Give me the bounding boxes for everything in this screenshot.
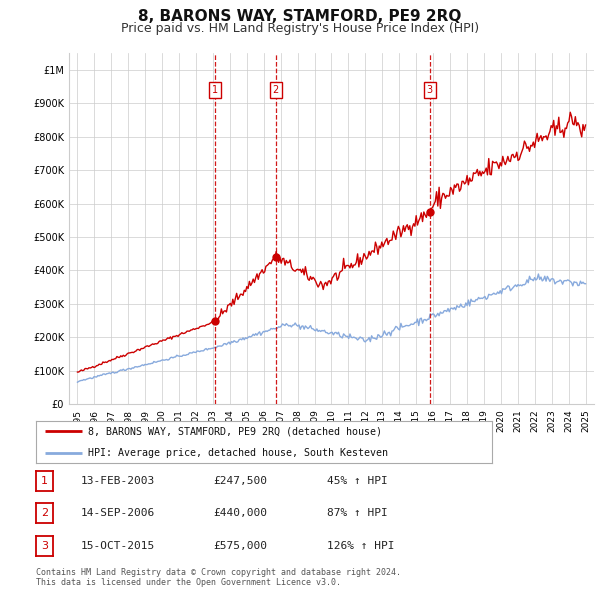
Text: 8, BARONS WAY, STAMFORD, PE9 2RQ: 8, BARONS WAY, STAMFORD, PE9 2RQ <box>139 9 461 24</box>
Text: 2: 2 <box>41 509 48 518</box>
Text: 15-OCT-2015: 15-OCT-2015 <box>81 541 155 550</box>
Text: £575,000: £575,000 <box>213 541 267 550</box>
Text: £440,000: £440,000 <box>213 509 267 518</box>
Text: HPI: Average price, detached house, South Kesteven: HPI: Average price, detached house, Sout… <box>88 448 388 457</box>
Text: 45% ↑ HPI: 45% ↑ HPI <box>327 476 388 486</box>
Text: 1: 1 <box>212 85 218 95</box>
Text: 1: 1 <box>41 476 48 486</box>
Text: £247,500: £247,500 <box>213 476 267 486</box>
Text: 14-SEP-2006: 14-SEP-2006 <box>81 509 155 518</box>
Text: Price paid vs. HM Land Registry's House Price Index (HPI): Price paid vs. HM Land Registry's House … <box>121 22 479 35</box>
Text: 13-FEB-2003: 13-FEB-2003 <box>81 476 155 486</box>
Text: 8, BARONS WAY, STAMFORD, PE9 2RQ (detached house): 8, BARONS WAY, STAMFORD, PE9 2RQ (detach… <box>88 427 382 436</box>
Text: 2: 2 <box>272 85 279 95</box>
Text: 3: 3 <box>41 541 48 550</box>
Text: Contains HM Land Registry data © Crown copyright and database right 2024.
This d: Contains HM Land Registry data © Crown c… <box>36 568 401 587</box>
Text: 3: 3 <box>427 85 433 95</box>
Text: 126% ↑ HPI: 126% ↑ HPI <box>327 541 395 550</box>
Text: 87% ↑ HPI: 87% ↑ HPI <box>327 509 388 518</box>
